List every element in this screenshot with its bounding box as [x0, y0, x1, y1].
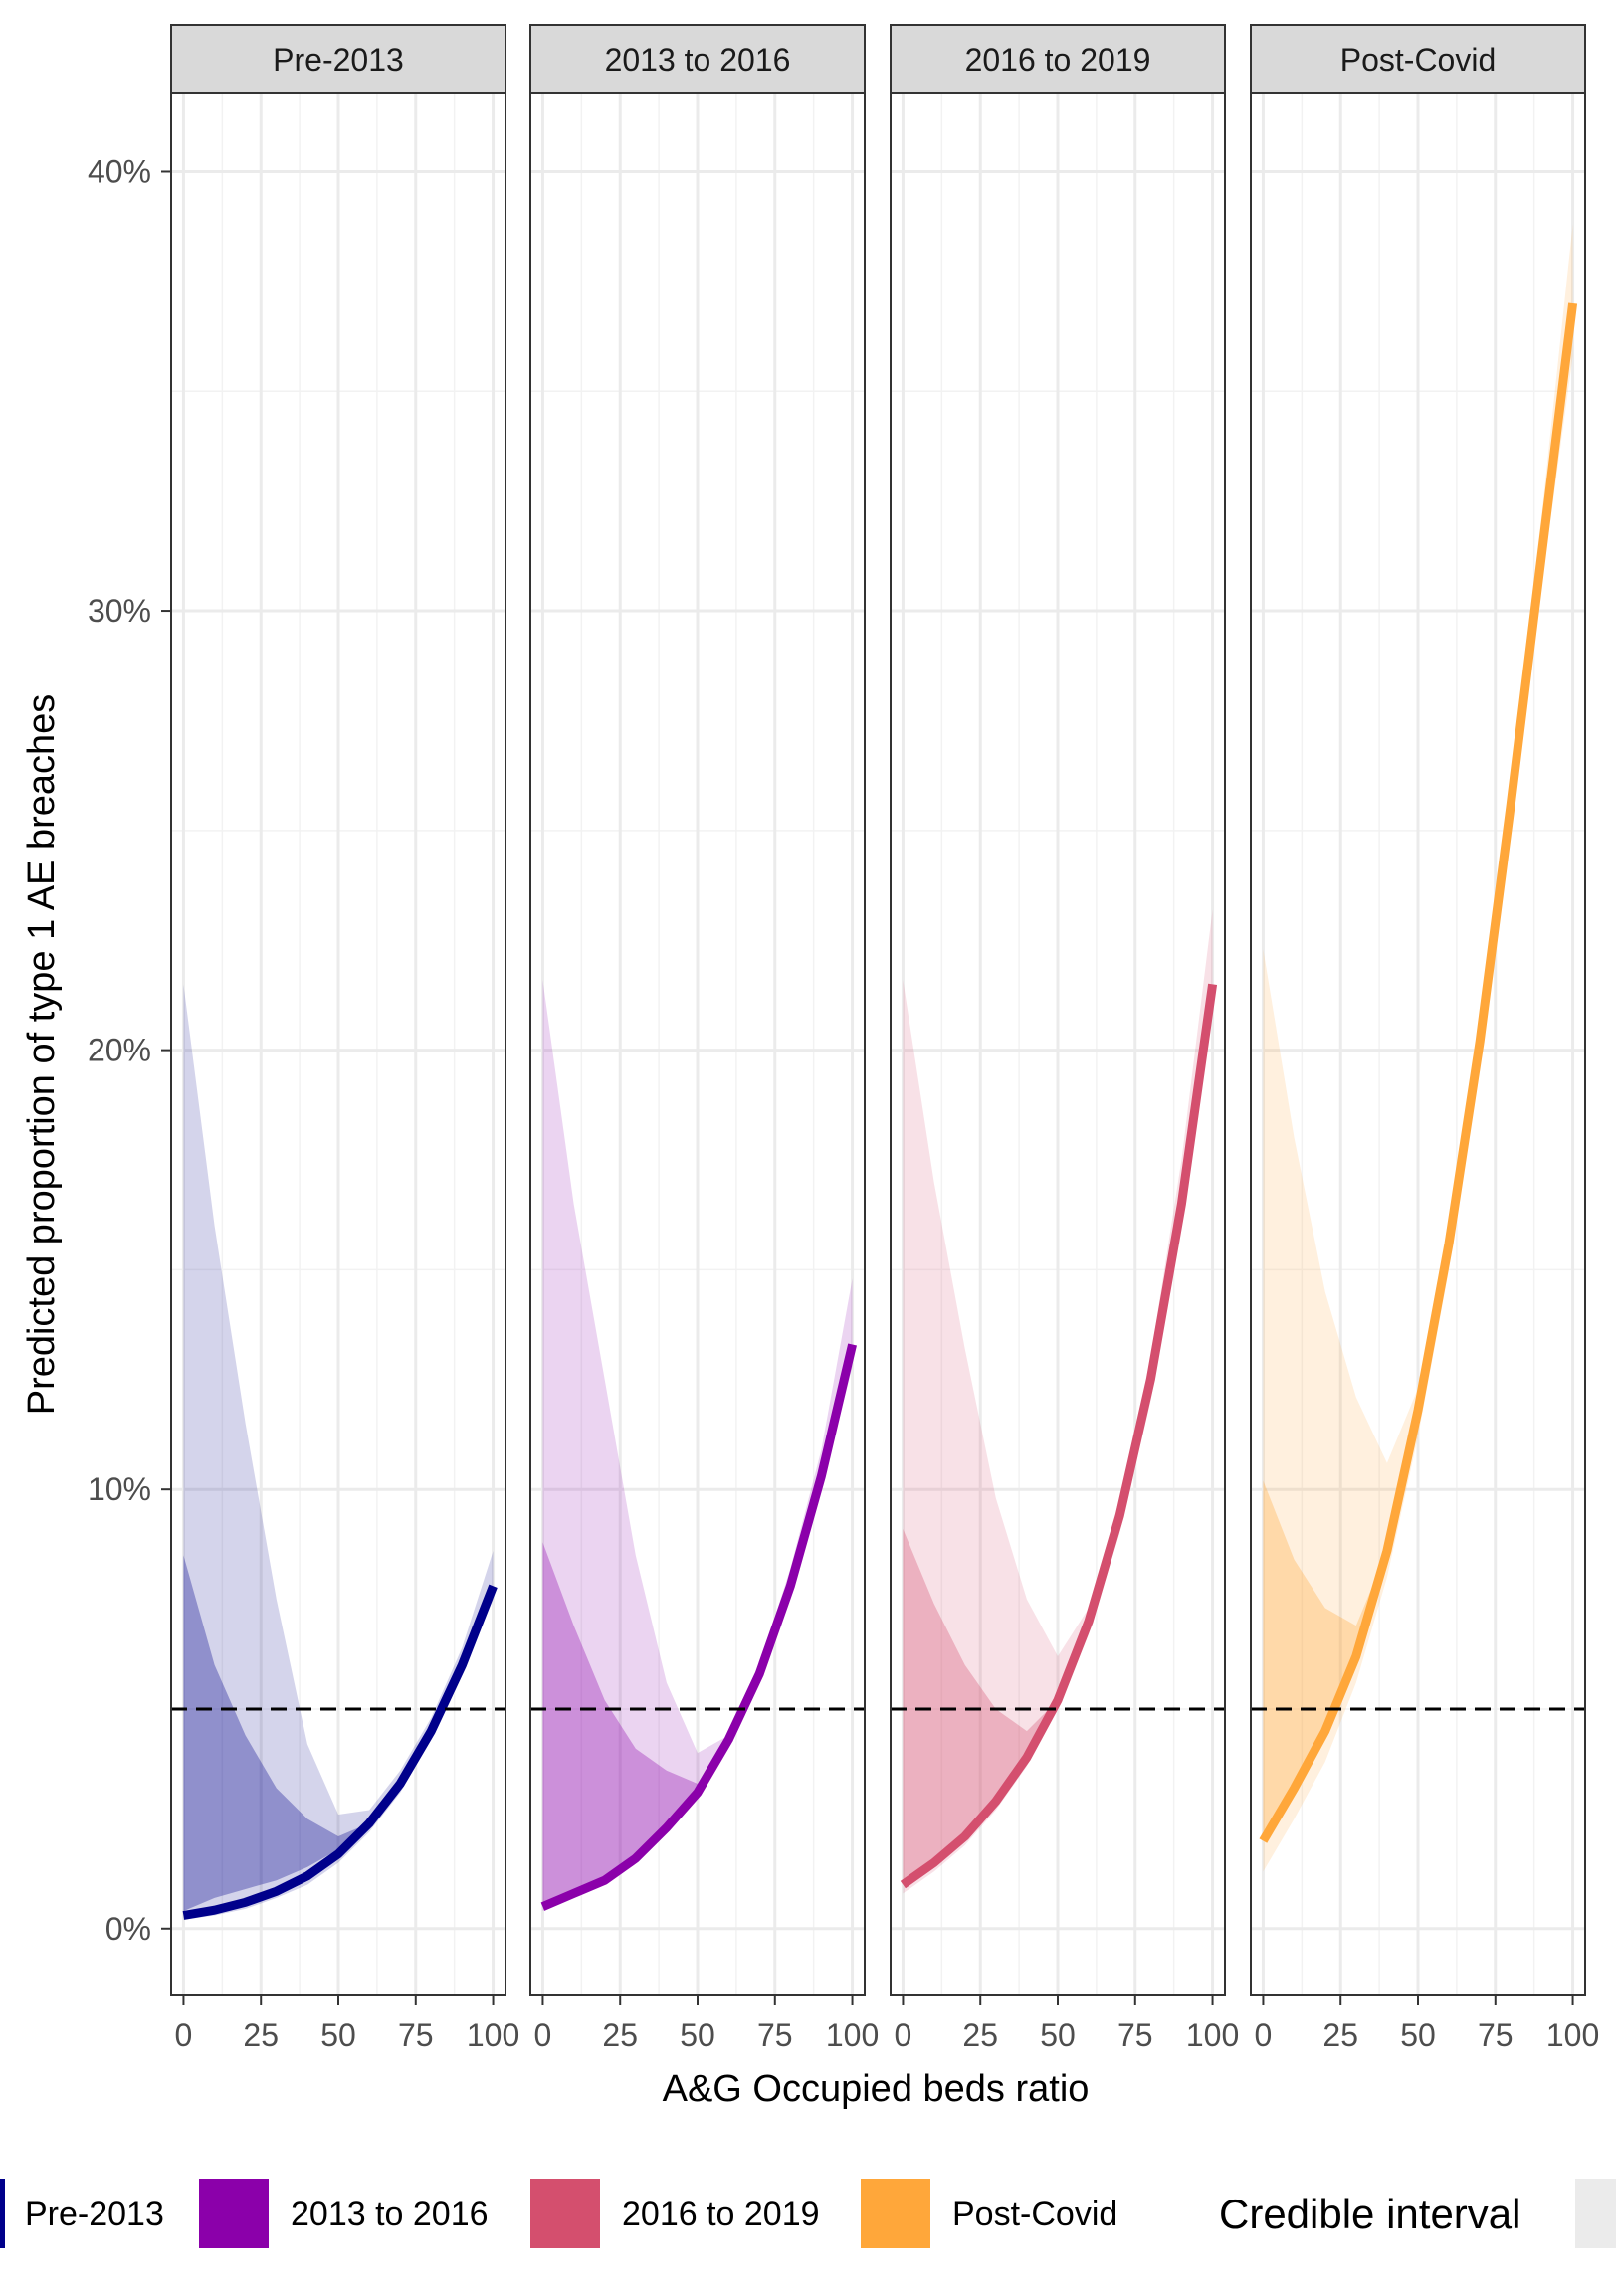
x-tick-label: 50	[1040, 2017, 1076, 2053]
facet-strip	[1250, 24, 1586, 94]
series-line	[540, 1343, 857, 1911]
x-tick-label: 0	[534, 2017, 552, 2053]
legend-key	[861, 2179, 930, 2248]
x-tick-label: 75	[1478, 2017, 1514, 2053]
series-line	[1259, 302, 1578, 1843]
y-tick-label: 0%	[105, 1911, 151, 1947]
facet-label: Pre-2013	[273, 42, 404, 78]
x-tick-label: 75	[1117, 2017, 1153, 2053]
panel-post-covid: Post-Covid 0 25 50 75 100	[1250, 24, 1599, 2053]
x-tick-label: 0	[175, 2017, 193, 2053]
inner-credible-band	[1263, 303, 1573, 1832]
legend-label: Pre-2013	[25, 2196, 164, 2233]
outer-credible-band	[903, 909, 1213, 1894]
series-line	[900, 983, 1218, 1889]
x-tick-label: 75	[398, 2017, 434, 2053]
y-tick-label: 40%	[88, 153, 151, 189]
facet-label: 2016 to 2019	[965, 42, 1151, 78]
panel-2016-to-2019: 2016 to 2019 0 25 50 75 100	[890, 24, 1239, 2053]
x-tick-label: 25	[962, 2017, 998, 2053]
series-line	[182, 1584, 498, 1920]
y-tick-label: 30%	[88, 593, 151, 629]
x-tick-label: 100	[1186, 2017, 1239, 2053]
x-axis-title: A&G Occupied beds ratio	[663, 2068, 1090, 2110]
x-tick-label: 25	[1322, 2017, 1358, 2053]
x-tick-label: 100	[1546, 2017, 1599, 2053]
inner-credible-band	[542, 1344, 853, 1903]
x-tick-label: 50	[320, 2017, 356, 2053]
legend-label: Post-Covid	[952, 2196, 1117, 2233]
legend-key	[199, 2179, 269, 2248]
legend: Pre-2013 2013 to 2016 2016 to 2019 Post-Cov…	[0, 2179, 1616, 2248]
inner-credible-band	[183, 1555, 494, 1912]
y-tick-label: 10%	[88, 1471, 151, 1507]
legend-title: Credible interval	[1219, 2191, 1520, 2237]
facet-strip	[170, 24, 506, 94]
x-tick-label: 0	[1255, 2017, 1273, 2053]
outer-credible-band	[183, 984, 494, 1920]
legend-key	[530, 2179, 600, 2248]
y-tick-label: 20%	[88, 1033, 151, 1068]
outer-credible-band	[1263, 224, 1573, 1872]
x-tick-label: 100	[826, 2017, 879, 2053]
outer-credible-band	[542, 980, 853, 1912]
x-tick-label: 50	[680, 2017, 715, 2053]
x-tick-label: 100	[467, 2017, 519, 2053]
panel-pre-2013: Pre-2013 0 25 50 75 100	[170, 24, 519, 2053]
x-tick-label: 25	[243, 2017, 279, 2053]
x-tick-label: 25	[602, 2017, 638, 2053]
credible-interval-key	[1575, 2179, 1616, 2248]
y-axis: 0% 10% 20% 30% 40%	[88, 153, 171, 1947]
inner-credible-band	[903, 984, 1213, 1881]
y-axis-title: Predicted proportion of type 1 AE breach…	[21, 694, 63, 1416]
facet-strip	[529, 24, 866, 94]
x-tick-label: 50	[1400, 2017, 1436, 2053]
x-tick-label: 75	[757, 2017, 793, 2053]
panels-layer: Pre-2013 0 25 50 75 100 2013 to 2016 0 25 50 75 100…	[170, 24, 1599, 2053]
legend-label: 2013 to 2016	[291, 2196, 489, 2233]
x-tick-label: 0	[895, 2017, 912, 2053]
facet-label: 2013 to 2016	[605, 42, 791, 78]
facet-label: Post-Covid	[1340, 42, 1497, 78]
panel-2013-to-2016: 2013 to 2016 0 25 50 75 100	[529, 24, 879, 2053]
legend-label: 2016 to 2019	[622, 2196, 820, 2233]
facet-strip	[890, 24, 1226, 94]
